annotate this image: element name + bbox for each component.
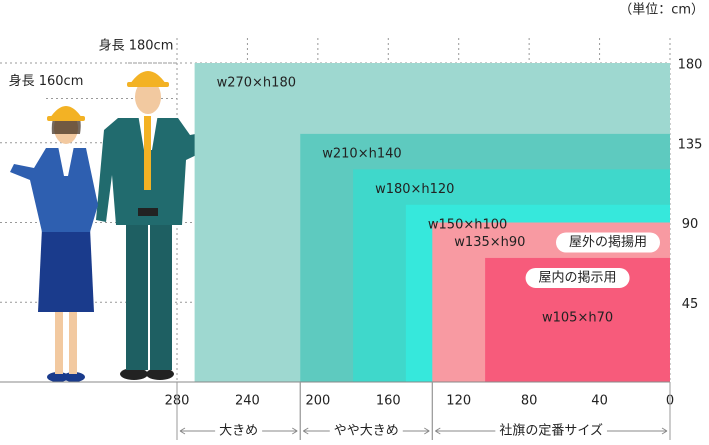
tag-label: 屋外の掲揚用: [569, 234, 647, 250]
size-label: w135×h90: [454, 235, 525, 250]
unit-label: （単位：cm）: [619, 2, 704, 18]
y-tick-label: 45: [682, 297, 699, 312]
size-label: w180×h120: [375, 182, 454, 197]
x-tick-label: 160: [376, 394, 401, 409]
group-label: やや大きめ: [334, 424, 399, 439]
person-height-label: 身長 180cm: [99, 38, 174, 54]
size-label: w270×h180: [217, 76, 296, 91]
group-label-bg: [215, 423, 263, 439]
y-tick-label: 135: [678, 137, 703, 152]
tag-label: 屋内の掲示用: [539, 269, 617, 285]
tag-pill: [556, 232, 660, 253]
person-height-label: 身長 160cm: [9, 73, 84, 89]
x-tick-label: 240: [235, 394, 260, 409]
group-label: 社旗の定番サイズ: [499, 423, 603, 439]
group-label-bg: [329, 423, 403, 439]
x-tick-label: 120: [446, 394, 471, 409]
group-label: 大きめ: [219, 424, 258, 439]
x-tick-label: 200: [305, 394, 330, 409]
size-label: w150×h100: [428, 217, 507, 232]
size-label: w105×h70: [542, 310, 613, 325]
tag-pill: [525, 267, 630, 288]
woman-figure: [10, 106, 98, 382]
x-tick-label: 80: [521, 394, 538, 409]
y-tick-label: 90: [682, 217, 699, 232]
group-label-bg: [495, 422, 607, 439]
y-tick-label: 180: [678, 58, 703, 73]
x-tick-label: 40: [591, 394, 608, 409]
size-label: w210×h140: [322, 146, 401, 161]
